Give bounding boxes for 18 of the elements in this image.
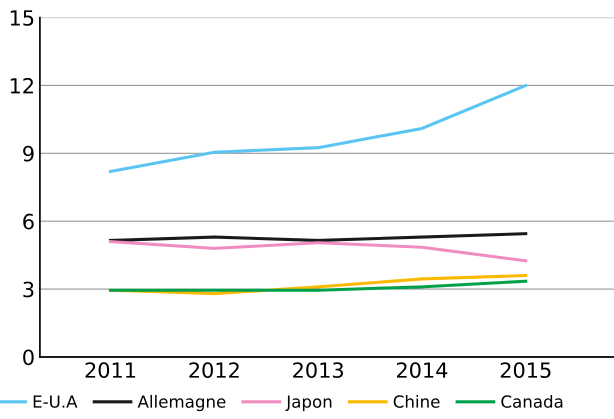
y-tick-label: 6 bbox=[23, 214, 34, 230]
line-series bbox=[108, 240, 528, 262]
legend-label: E-U.A bbox=[34, 395, 78, 408]
x-tick-label: 2014 bbox=[396, 362, 448, 378]
y-tick-label: 9 bbox=[23, 146, 34, 162]
y-tick-label: 15 bbox=[10, 10, 34, 26]
y-tick-label: 0 bbox=[23, 349, 34, 366]
legend-label: Allemagne bbox=[138, 394, 226, 412]
x-tick-label: 2011 bbox=[86, 362, 136, 378]
x-tick-label: 2015 bbox=[500, 362, 550, 378]
legend-label: Chine bbox=[394, 394, 440, 408]
x-tick-label: 2013 bbox=[293, 362, 343, 378]
x-tick-label: 2012 bbox=[189, 362, 239, 378]
line-series bbox=[108, 84, 528, 173]
y-tick-label: 12 bbox=[10, 78, 33, 94]
legend-label: Japon bbox=[285, 395, 332, 412]
legend-label: Canada bbox=[501, 394, 562, 408]
y-tick-label: 3 bbox=[23, 282, 34, 298]
